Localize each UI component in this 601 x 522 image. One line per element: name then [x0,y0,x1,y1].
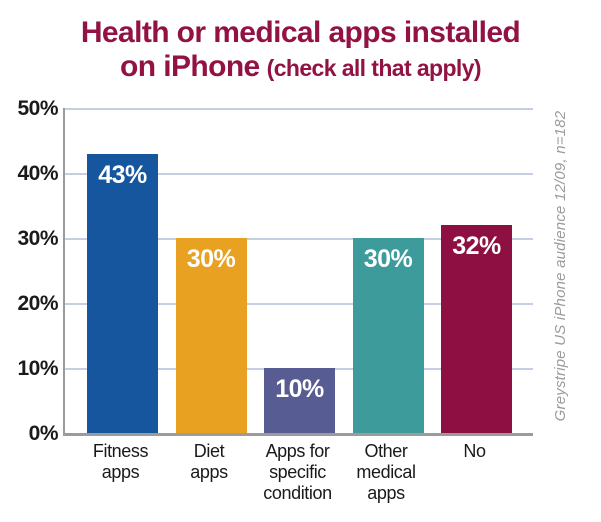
y-tick-label-10: 10% [17,357,58,380]
y-tick-label-20: 20% [17,292,58,315]
y-tick-label-0: 0% [28,422,59,445]
y-tick-label-40: 40% [17,162,58,185]
x-category-label-1: Fitness apps [92,441,149,482]
bar-no: 32% [441,225,512,433]
x-category-label-4: Other medical apps [356,441,416,503]
plot-area: 43% 30% 10% 30% 32% [63,108,533,436]
bar-value-label: 30% [363,245,413,273]
x-category-label-3: Apps for specific condition [263,441,332,503]
chart-title-line1: Health or medical apps installed [80,16,521,49]
bar-value-label: 32% [452,232,501,260]
gridline-20 [65,303,533,305]
gridline-40 [65,173,533,175]
bar-apps-for-specific-condition: 10% [264,368,335,433]
bar-value-label: 10% [275,375,324,403]
gridline-30 [65,238,533,240]
bar-fitness-apps: 43% [87,153,158,433]
chart-title-note: (check all that apply) [266,55,482,81]
y-tick-label-50: 50% [17,97,58,120]
source-note: Greystripe US iPhone audience 12/09, n=1… [552,110,569,422]
gridline-50 [65,108,533,110]
bar-diet-apps: 30% [175,238,247,433]
chart-title-line2: on iPhone (check all that apply) [0,50,601,85]
chart-title: Health or medical apps installed on iPho… [0,16,601,85]
x-category-label-5: No [463,441,486,461]
y-tick-label-30: 30% [17,227,58,250]
chart-title-line2-main: on iPhone [120,50,260,83]
bar-other-medical-apps: 30% [352,238,424,433]
bar-value-label: 30% [186,245,236,273]
x-category-label-2: Diet apps [190,441,228,482]
bar-value-label: 43% [98,160,147,189]
